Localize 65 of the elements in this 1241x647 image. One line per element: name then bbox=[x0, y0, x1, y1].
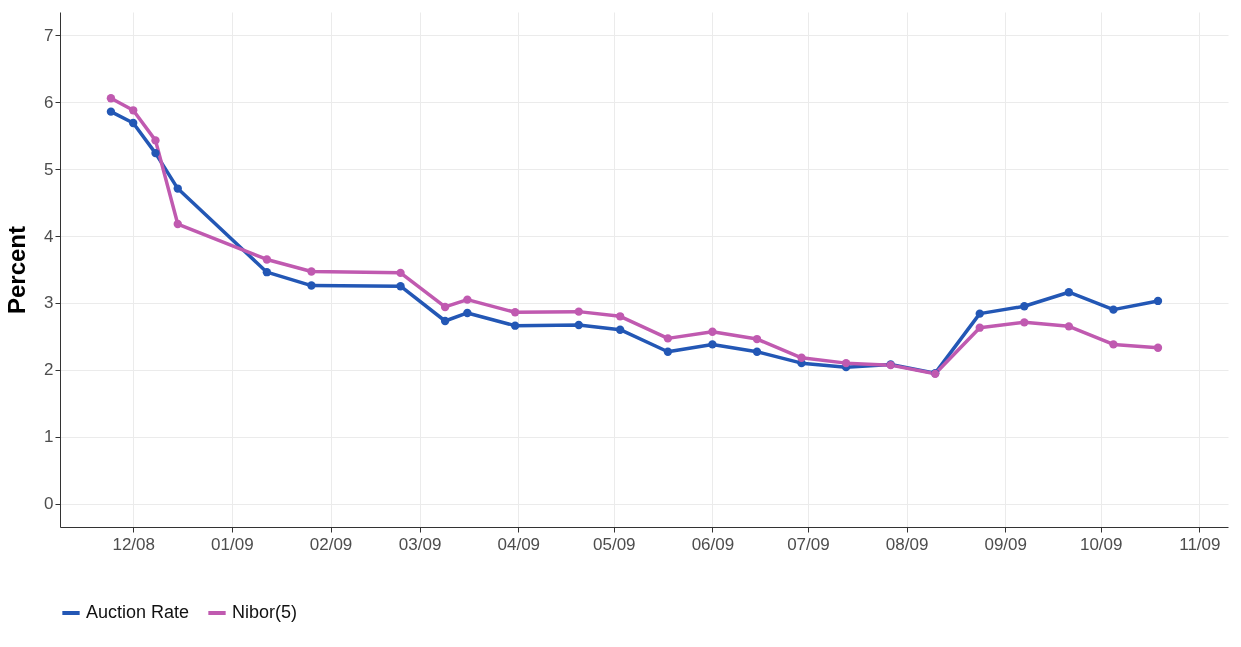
legend-label: Auction Rate bbox=[86, 602, 190, 622]
point bbox=[975, 323, 984, 332]
y-tick-label: 6 bbox=[44, 92, 54, 112]
point bbox=[129, 106, 138, 115]
x-tick-label: 09/09 bbox=[984, 534, 1027, 554]
point bbox=[173, 184, 182, 193]
point bbox=[307, 267, 316, 276]
point bbox=[752, 347, 762, 356]
point bbox=[440, 302, 450, 312]
point bbox=[151, 136, 160, 145]
y-tick-label: 3 bbox=[44, 293, 54, 313]
x-tick-label: 02/09 bbox=[309, 534, 353, 554]
point bbox=[510, 308, 520, 317]
point bbox=[173, 219, 182, 229]
point bbox=[574, 320, 583, 330]
point bbox=[396, 268, 405, 278]
point bbox=[262, 268, 272, 277]
x-tick-label: 01/09 bbox=[211, 534, 254, 554]
point bbox=[440, 316, 450, 326]
point bbox=[708, 327, 717, 336]
x-tick-label: 05/09 bbox=[592, 534, 636, 554]
point bbox=[574, 307, 583, 316]
point bbox=[106, 107, 116, 116]
point bbox=[1064, 322, 1074, 331]
point bbox=[1020, 302, 1029, 311]
point bbox=[396, 282, 405, 291]
point bbox=[1064, 288, 1074, 297]
x-tick-label: 11/09 bbox=[1179, 534, 1221, 554]
point bbox=[1153, 343, 1163, 352]
point bbox=[975, 309, 984, 318]
point bbox=[510, 321, 520, 330]
point bbox=[1153, 296, 1163, 306]
x-tick-label: 03/09 bbox=[398, 534, 442, 554]
x-tick-label: 08/09 bbox=[885, 534, 929, 554]
x-tick-label: 10/09 bbox=[1079, 534, 1123, 554]
point bbox=[262, 255, 272, 264]
point bbox=[752, 334, 762, 344]
point bbox=[841, 358, 851, 368]
point bbox=[615, 312, 625, 321]
point bbox=[615, 325, 625, 334]
y-tick-label: 4 bbox=[44, 226, 54, 246]
x-tick-label: 06/09 bbox=[691, 534, 735, 554]
point bbox=[106, 94, 116, 103]
y-tick-label: 2 bbox=[44, 360, 54, 380]
y-tick-label: 0 bbox=[44, 494, 54, 514]
x-tick-label: 12/08 bbox=[112, 534, 155, 554]
point bbox=[708, 340, 717, 349]
x-tick-label: 07/09 bbox=[787, 534, 830, 554]
point bbox=[797, 353, 806, 362]
point bbox=[129, 118, 138, 128]
point bbox=[1109, 305, 1118, 314]
legend-label: Nibor(5) bbox=[232, 602, 298, 622]
point bbox=[151, 148, 160, 158]
point bbox=[663, 347, 673, 356]
point bbox=[307, 281, 316, 290]
point bbox=[463, 295, 472, 304]
point bbox=[663, 334, 673, 343]
y-tick-label: 7 bbox=[44, 25, 54, 45]
x-tick-label: 04/09 bbox=[497, 534, 541, 554]
point bbox=[463, 308, 472, 318]
point bbox=[1109, 340, 1118, 349]
y-axis-title: Percent bbox=[3, 225, 31, 315]
y-tick-label: 5 bbox=[44, 159, 54, 179]
point bbox=[1020, 318, 1029, 327]
y-tick-label: 1 bbox=[44, 427, 54, 447]
